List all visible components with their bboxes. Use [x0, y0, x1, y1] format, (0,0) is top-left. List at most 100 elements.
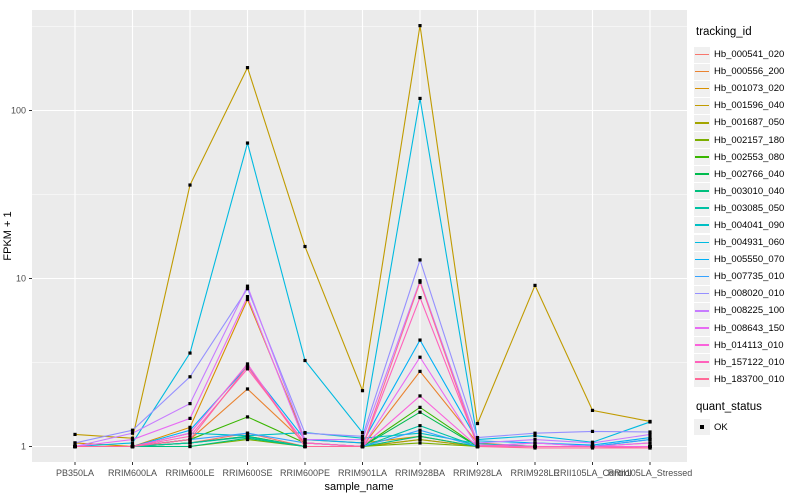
legend-item-label: Hb_005550_070 [714, 254, 785, 266]
quant-item-list: OK [694, 419, 800, 436]
point-square-icon [700, 425, 704, 430]
legend-line-icon [695, 70, 709, 73]
legend-item: Hb_000556_200 [694, 63, 800, 80]
data-point [303, 444, 307, 449]
legend-item: Hb_004041_090 [694, 217, 800, 234]
legend-item: Hb_001687_050 [694, 114, 800, 131]
x-tick-label: RRIM600PE [280, 468, 330, 478]
x-tick-label: RRIM600LE [165, 468, 214, 478]
data-point [245, 295, 250, 299]
legend-item: Hb_001073_020 [694, 80, 800, 97]
data-point [648, 446, 652, 450]
data-point [533, 434, 537, 438]
legend-key-swatch [694, 183, 710, 200]
legend-line-icon [695, 344, 709, 346]
legend-line-icon [695, 378, 709, 380]
data-point [245, 431, 250, 435]
data-point [360, 441, 365, 445]
legend-line-icon [695, 104, 709, 107]
data-point [590, 429, 595, 433]
data-point [648, 420, 652, 424]
data-point [418, 96, 422, 101]
data-point [188, 434, 192, 438]
legend-line-icon [695, 139, 709, 141]
data-point [303, 358, 307, 363]
legend-item: Hb_000541_020 [694, 46, 800, 63]
data-point [130, 437, 135, 442]
x-tick-label: RRII105LA_Stressed [608, 468, 693, 478]
data-point [360, 437, 365, 442]
legend-key-swatch [694, 114, 710, 131]
legend-line-icon [695, 173, 709, 175]
legend-item-label: Hb_003085_050 [714, 202, 785, 214]
legend-key-swatch [694, 217, 710, 234]
legend-line-icon [695, 190, 709, 192]
data-point [130, 444, 135, 449]
y-tick-label: 1 [21, 442, 26, 452]
data-point [418, 295, 422, 300]
legend-item: Hb_157122_010 [694, 354, 800, 371]
x-tick-label: RRIM928LA [453, 468, 502, 478]
data-point [245, 141, 250, 145]
legend-line-icon [695, 53, 709, 56]
x-tick-label: RRIM600SE [222, 468, 272, 478]
legend-key-swatch [694, 268, 710, 285]
x-tick-label: RRIM928BA [395, 468, 445, 478]
data-point [303, 244, 307, 249]
data-point [590, 441, 595, 445]
data-point [533, 283, 537, 287]
data-point [418, 431, 422, 435]
legend-item-label: Hb_008225_100 [714, 305, 785, 317]
legend-key-swatch [694, 166, 710, 183]
legend-key-swatch [694, 285, 710, 302]
data-point [418, 24, 422, 28]
legend-line-icon [695, 121, 709, 124]
legend-key-swatch [694, 354, 710, 371]
legend-key-swatch [694, 46, 710, 63]
legend-item-label: Hb_183700_010 [714, 373, 785, 385]
data-point [418, 434, 422, 438]
legend-item-label: Hb_008643_150 [714, 322, 785, 334]
data-point [418, 394, 422, 398]
quant-status-label: OK [714, 421, 728, 433]
data-point [303, 437, 307, 442]
data-point [73, 441, 77, 445]
x-tick-label: RRIM901LA [338, 468, 387, 478]
legend-item: Hb_002766_040 [694, 166, 800, 183]
x-tick-label: RRIM600LA [108, 468, 157, 478]
data-point [418, 428, 422, 432]
data-point [418, 355, 422, 359]
data-point [245, 364, 250, 368]
legend-item-label: Hb_007735_010 [714, 271, 785, 283]
quant-status-item: OK [694, 419, 800, 436]
legend-item-label: Hb_002766_040 [714, 168, 785, 180]
data-point [130, 441, 135, 445]
y-tick-label: 10 [16, 274, 26, 284]
data-point [188, 428, 192, 432]
data-point [245, 415, 250, 419]
data-point [418, 405, 422, 409]
data-point [590, 446, 595, 450]
data-point [188, 351, 192, 355]
legend-line-icon [695, 275, 709, 278]
data-point [648, 435, 652, 440]
legend-line-icon [695, 309, 709, 312]
legend-item-label: Hb_008020_010 [714, 288, 785, 300]
y-tick-label: 100 [11, 106, 26, 116]
data-point [418, 280, 422, 284]
data-point [418, 424, 422, 428]
data-point [188, 375, 192, 379]
data-point [648, 430, 652, 434]
data-point [245, 434, 250, 438]
data-point [245, 387, 250, 391]
legend-line-icon [695, 361, 709, 363]
data-point [188, 431, 192, 435]
data-point [418, 369, 422, 373]
legend-item-label: Hb_002553_080 [714, 151, 785, 163]
legend-key-swatch [694, 337, 710, 354]
legend-key-swatch [694, 149, 710, 166]
data-point [245, 362, 250, 366]
data-point [188, 402, 192, 406]
data-point [533, 431, 537, 435]
